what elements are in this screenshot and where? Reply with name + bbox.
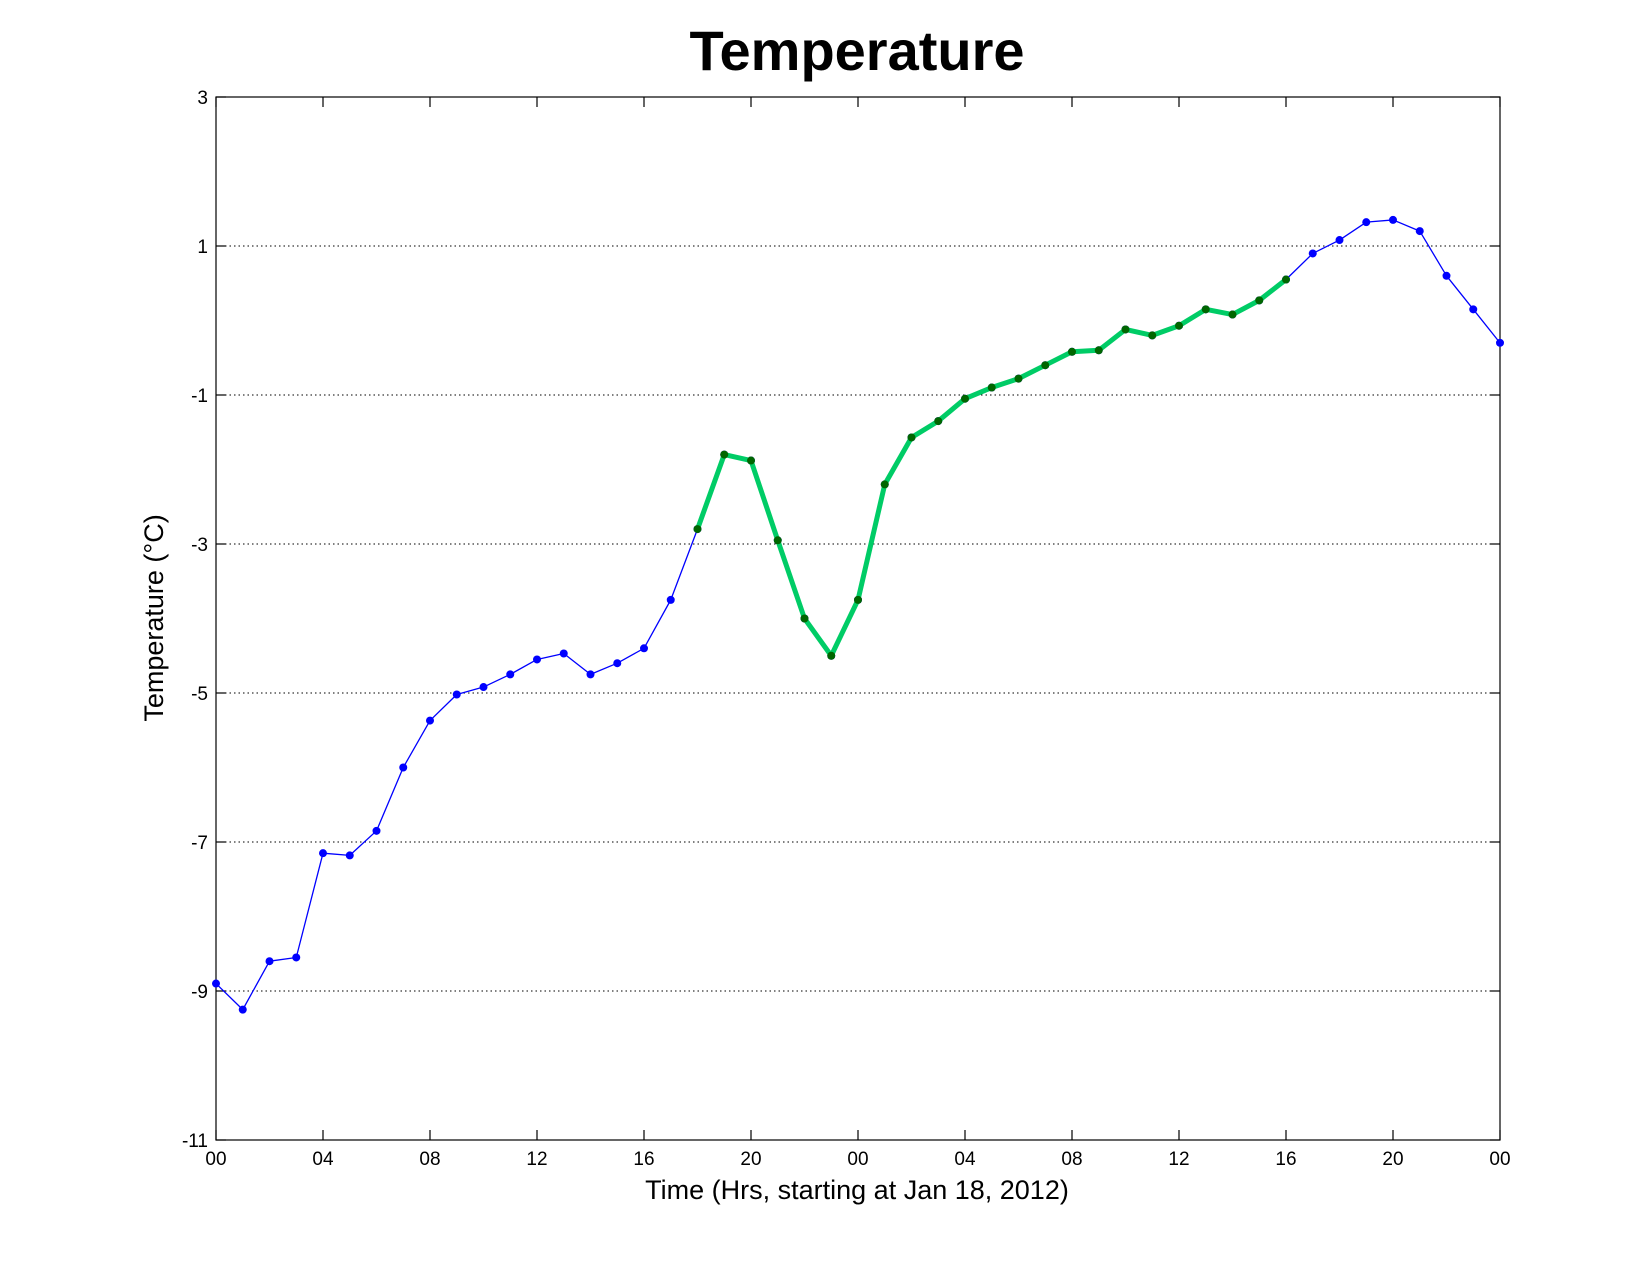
series-1-point xyxy=(987,383,996,392)
series-0-point xyxy=(426,716,434,725)
x-tick-label: 12 xyxy=(526,1149,547,1170)
series-line-1 xyxy=(695,277,1288,659)
x-tick-label: 16 xyxy=(633,1149,654,1170)
series-0-point xyxy=(238,1005,247,1014)
series-0-point xyxy=(1308,249,1317,258)
series-1-point xyxy=(747,456,755,465)
y-tick-label: -3 xyxy=(191,535,208,556)
series-1-point xyxy=(1068,347,1076,356)
series-line-0 xyxy=(215,219,1501,1011)
series-0-point xyxy=(452,690,461,699)
series-0-point xyxy=(666,595,675,604)
series-0-point xyxy=(613,659,622,668)
series-1-point xyxy=(800,614,809,623)
series-0-point xyxy=(533,655,541,664)
series-1-point xyxy=(1014,374,1023,383)
series-0-point xyxy=(319,849,327,858)
series-0-point xyxy=(559,649,568,658)
x-tick-label: 00 xyxy=(847,1149,868,1170)
x-tick-label: 20 xyxy=(740,1149,761,1170)
y-tick-label: -7 xyxy=(191,833,208,854)
series-0-point xyxy=(1389,215,1397,224)
y-axis-label: Temperature (°C) xyxy=(139,514,169,721)
series-0-point xyxy=(292,953,301,962)
series-0-point xyxy=(586,670,595,679)
series-1-point xyxy=(1228,310,1237,319)
series-0-point xyxy=(372,826,381,835)
series-1-point xyxy=(1255,296,1264,305)
series-1-point xyxy=(1094,346,1103,355)
series-1-point xyxy=(934,417,943,426)
plot-frame xyxy=(215,96,1501,1141)
series-1-point xyxy=(1201,305,1210,314)
y-tick-label: -11 xyxy=(182,1131,208,1152)
x-tick-label: 16 xyxy=(1275,1149,1296,1170)
series-0-point xyxy=(1496,338,1504,347)
series-0-point xyxy=(399,763,408,772)
series-1-point xyxy=(1282,275,1290,284)
series-1-point xyxy=(1121,325,1130,334)
series-0-point xyxy=(1415,227,1424,236)
series-1-point xyxy=(827,651,836,660)
x-tick-label: 04 xyxy=(954,1149,976,1170)
x-tick-label: 00 xyxy=(205,1149,226,1170)
series-1-point xyxy=(1041,361,1050,370)
series-0-point xyxy=(479,683,488,692)
series-0-point xyxy=(1362,218,1371,227)
series-1-point xyxy=(693,525,702,534)
series-0-point xyxy=(1469,305,1478,314)
series-1-point xyxy=(880,480,889,489)
series-0-point xyxy=(212,979,220,988)
series-0-point xyxy=(1442,271,1451,280)
x-axis-label: Time (Hrs, starting at Jan 18, 2012) xyxy=(645,1175,1069,1205)
x-tick-label: 08 xyxy=(1061,1149,1082,1170)
x-tick-label: 08 xyxy=(419,1149,440,1170)
series-1-point xyxy=(907,433,916,442)
series-0-point xyxy=(1335,236,1344,245)
series-0-point xyxy=(640,644,648,653)
x-tick-label: 00 xyxy=(1489,1149,1510,1170)
y-tick-label: -1 xyxy=(191,386,208,407)
series-1-point xyxy=(773,536,782,545)
chart-title: Temperature xyxy=(689,19,1024,82)
y-tick-label: -5 xyxy=(191,684,208,705)
y-tick-label: 1 xyxy=(197,237,208,258)
series-1-point xyxy=(961,394,969,403)
series-1-point xyxy=(720,450,729,459)
series-0-point xyxy=(506,670,515,679)
series-1-point xyxy=(1175,321,1183,330)
series-0-point xyxy=(345,851,354,860)
series-0-point xyxy=(265,957,274,966)
data-series xyxy=(212,215,1504,1014)
series-1-point xyxy=(854,595,862,604)
grid-lines xyxy=(216,245,1500,992)
y-tick-label: -9 xyxy=(191,982,208,1003)
y-tick-label: 3 xyxy=(197,88,208,109)
x-tick-label: 20 xyxy=(1382,1149,1403,1170)
series-1-point xyxy=(1148,331,1157,340)
x-tick-label: 12 xyxy=(1168,1149,1189,1170)
x-tick-label: 04 xyxy=(312,1149,334,1170)
